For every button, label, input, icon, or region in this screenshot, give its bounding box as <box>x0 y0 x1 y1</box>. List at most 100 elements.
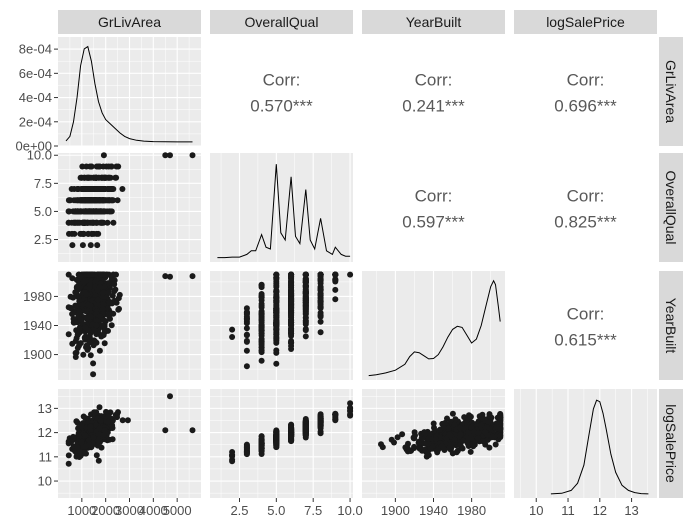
y-tick-label: 10.0 <box>27 148 52 163</box>
scatter-point <box>243 444 250 451</box>
panel-bg-3-1 <box>210 389 353 498</box>
scatter-point <box>105 413 112 420</box>
corr-label: Corr: <box>567 305 605 324</box>
scatter-point <box>96 425 103 432</box>
scatter-point <box>478 422 485 429</box>
scatter-point <box>162 152 169 159</box>
scatter-point <box>89 197 96 204</box>
scatter-point <box>84 174 91 181</box>
scatter-point <box>475 429 482 436</box>
scatter-point <box>470 429 477 436</box>
scatter-point <box>258 443 265 450</box>
scatter-point <box>189 427 196 434</box>
scatter-point <box>288 287 295 293</box>
corr-panel <box>210 37 353 146</box>
scatter-point <box>258 357 265 364</box>
scatter-point <box>115 295 122 302</box>
scatter-point <box>103 408 109 415</box>
scatter-point <box>114 197 121 204</box>
scatter-point <box>423 449 430 456</box>
scatter-point <box>109 436 116 443</box>
scatter-point <box>111 281 118 288</box>
scatter-point <box>87 242 94 249</box>
y-tick-label: 12 <box>38 425 52 440</box>
scatter-point <box>273 294 280 301</box>
scatter-point <box>317 272 324 279</box>
scatter-point <box>100 152 107 159</box>
scatter-point <box>332 411 339 418</box>
scatter-point <box>317 295 324 302</box>
scatter-point <box>74 444 81 451</box>
scatter-point <box>105 289 112 296</box>
scatter-point <box>258 294 265 301</box>
scatter-point <box>273 309 280 316</box>
scatter-point <box>497 413 503 420</box>
scatter-point <box>85 335 92 342</box>
scatter-point <box>80 351 87 358</box>
scatter-point <box>87 302 94 309</box>
scatter-point <box>65 460 72 467</box>
scatter-point <box>229 326 236 333</box>
scatter-point <box>106 186 113 192</box>
scatter-point <box>273 335 280 341</box>
scatter-point <box>288 304 295 311</box>
scatter-point <box>93 219 99 226</box>
scatter-point <box>96 404 103 411</box>
scatter-point <box>332 286 339 293</box>
y-tick-label: 0e+00 <box>15 139 52 154</box>
scatter-point <box>113 271 119 278</box>
scatter-point <box>97 417 104 424</box>
scatter-point <box>87 352 94 359</box>
y-tick-label: 6e-04 <box>19 66 52 81</box>
scatter-point <box>273 288 280 295</box>
scatter-point <box>332 296 339 303</box>
scatter-point <box>425 435 432 442</box>
y-tick-label: 1940 <box>23 318 52 333</box>
scatter-point <box>288 343 295 349</box>
scatter-point <box>258 340 265 347</box>
scatter-point <box>302 295 309 302</box>
strip-label-right: GrLivArea <box>663 60 679 123</box>
x-tick-label: 3000 <box>115 503 144 518</box>
scatter-point <box>388 436 395 443</box>
scatter-point <box>317 428 324 435</box>
scatter-point <box>229 334 236 340</box>
x-tick-label: 4000 <box>139 503 168 518</box>
scatter-point <box>119 417 126 424</box>
scatter-point <box>74 208 81 215</box>
scatter-point <box>109 292 116 299</box>
y-tick-label: 4e-04 <box>19 90 52 105</box>
scatter-point <box>65 331 72 338</box>
scatter-point <box>482 429 489 436</box>
scatter-points-YearBuilt-logSalePrice <box>378 410 504 460</box>
corr-panel <box>514 271 657 380</box>
scatter-point <box>119 186 126 192</box>
scatter-point <box>492 441 499 448</box>
scatter-point <box>114 414 120 421</box>
scatter-point <box>68 186 75 192</box>
y-tick-label: 8e-04 <box>19 42 52 57</box>
scatter-point <box>229 452 236 459</box>
scatter-point <box>432 435 439 442</box>
scatter-point <box>109 197 116 204</box>
y-tick-label: 2e-04 <box>19 114 52 129</box>
corr-label: Corr: <box>567 187 605 206</box>
x-tick-label: 5.0 <box>267 503 285 518</box>
scatter-point <box>76 342 82 349</box>
scatter-point <box>98 333 105 340</box>
scatter-point <box>411 443 418 450</box>
scatter-point <box>95 437 102 444</box>
scatter-point <box>258 322 265 329</box>
scatter-point <box>243 363 250 370</box>
scatter-point <box>416 445 423 452</box>
scatter-point <box>89 186 96 192</box>
scatter-point <box>76 312 82 319</box>
scatter-point <box>101 340 108 347</box>
scatter-point <box>79 242 86 249</box>
scatter-point <box>485 419 492 426</box>
strip-label-top: OverallQual <box>245 14 319 30</box>
scatter-point <box>93 322 100 329</box>
scatter-point <box>273 303 280 310</box>
scatter-point <box>112 174 119 181</box>
corr-value: 0.825*** <box>554 213 617 232</box>
